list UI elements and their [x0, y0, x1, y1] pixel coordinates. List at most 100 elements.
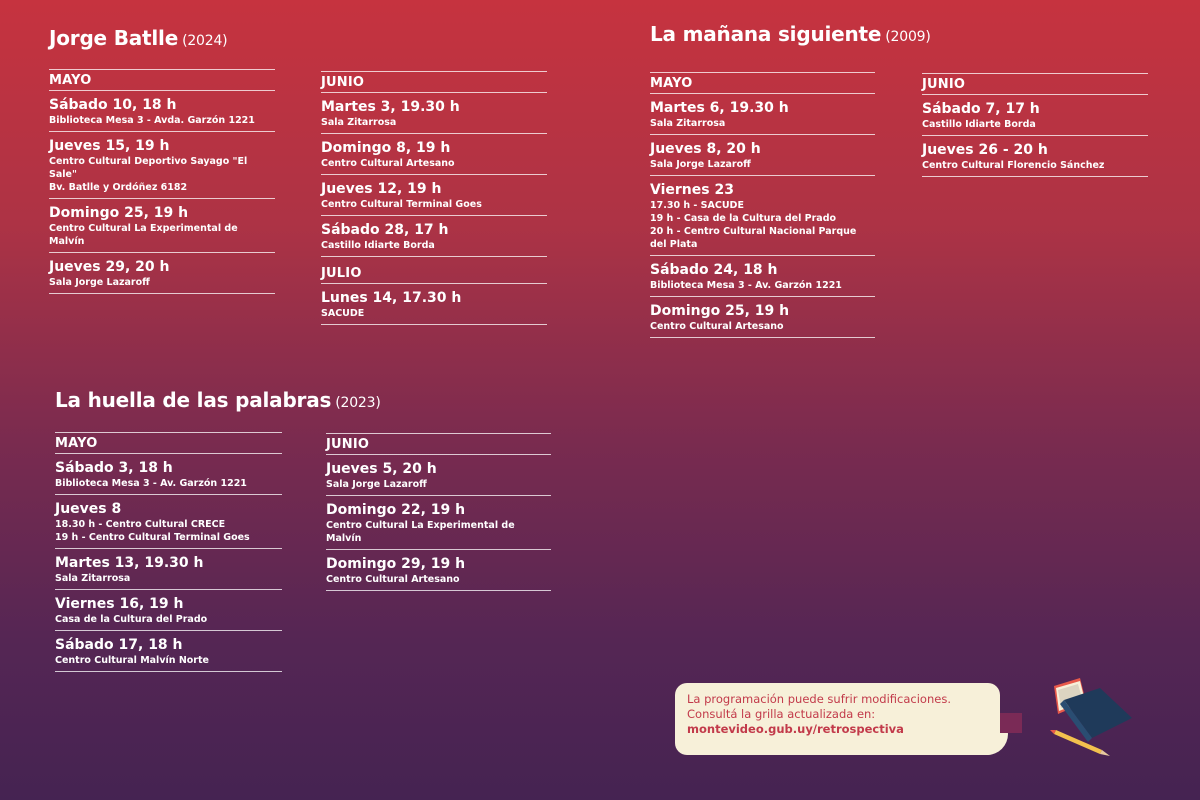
schedule-notice: La programación puede sufrir modificacio… — [675, 683, 1000, 755]
retrospectiva-link[interactable]: montevideo.gub.uy/retrospectiva — [687, 722, 904, 736]
book-illustration — [1050, 678, 1132, 756]
screening-date: Viernes 16, 19 h — [55, 596, 184, 612]
screening-entry: Jueves 8 18.30 h - Centro Cultural CRECE 1… — [55, 495, 282, 549]
open-book-icon — [1054, 678, 1132, 742]
screening-venue: Biblioteca Mesa 3 - Avda. Garzón 1221 — [49, 115, 255, 126]
screening-entry: Lunes 14, 17.30 h SACUDE — [321, 284, 547, 325]
screening-date: Jueves 12, 19 h — [321, 181, 442, 197]
film-title-jorge-batlle: Jorge Batlle (2024) — [49, 26, 228, 50]
film-title-text: La mañana siguiente — [650, 22, 882, 46]
film-title-la-huella-de-las-palabras: La huella de las palabras (2023) — [55, 388, 381, 412]
screening-date: Martes 13, 19.30 h — [55, 555, 204, 571]
screening-date: Jueves 8, 20 h — [650, 141, 761, 157]
schedule-column: MAYO Martes 6, 19.30 h Sala Zitarrosa Jueve… — [650, 72, 875, 338]
screening-date: Sábado 24, 18 h — [650, 262, 778, 278]
screening-entry: Jueves 12, 19 h Centro Cultural Terminal … — [321, 175, 547, 216]
month-header: JUNIO — [922, 73, 1148, 95]
screening-venue: Castillo Idiarte Borda — [321, 240, 435, 251]
screening-entry: Martes 13, 19.30 h Sala Zitarrosa — [55, 549, 282, 590]
schedule-column: JUNIO Martes 3, 19.30 h Sala Zitarrosa Domi… — [321, 71, 547, 325]
screening-entry: Sábado 7, 17 h Castillo Idiarte Borda — [922, 95, 1148, 136]
screening-date: Sábado 10, 18 h — [49, 97, 177, 113]
screening-date: Domingo 25, 19 h — [650, 303, 790, 319]
screening-date: Domingo 25, 19 h — [49, 205, 189, 221]
film-year: (2023) — [335, 395, 381, 411]
screening-entry: Domingo 8, 19 h Centro Cultural Artesano — [321, 134, 547, 175]
screening-venue: Biblioteca Mesa 3 - Av. Garzón 1221 — [650, 280, 842, 291]
screening-entry: Sábado 3, 18 h Biblioteca Mesa 3 - Av. Ga… — [55, 454, 282, 495]
screening-venue: Sala Zitarrosa — [321, 117, 397, 128]
screening-date: Jueves 8 — [55, 501, 122, 517]
month-header: MAYO — [49, 69, 275, 91]
screening-date: Jueves 26 - 20 h — [922, 142, 1048, 158]
notice-line-1: La programación puede sufrir modificacio… — [687, 692, 951, 706]
screening-entry: Domingo 29, 19 h Centro Cultural Artesano — [326, 550, 551, 591]
screening-venue: 19 h - Casa de la Cultura del Prado — [650, 213, 837, 224]
screening-venue: Castillo Idiarte Borda — [922, 119, 1036, 130]
screening-venue: 17.30 h - SACUDE — [650, 200, 744, 211]
screening-entry: Viernes 16, 19 h Casa de la Cultura del P… — [55, 590, 282, 631]
screening-venue: SACUDE — [321, 308, 365, 319]
screening-entry: Jueves 29, 20 h Sala Jorge Lazaroff — [49, 253, 275, 294]
film-year: (2009) — [885, 29, 931, 45]
notice-line-2: Consultá la grilla actualizada en: — [687, 707, 876, 721]
screening-entry: Sábado 28, 17 h Castillo Idiarte Borda — [321, 216, 547, 257]
screening-venue: Centro Cultural La Experimental de Malví… — [326, 520, 515, 544]
screening-date: Sábado 3, 18 h — [55, 460, 173, 476]
screening-venue: Centro Cultural Deportivo Sayago "El Sal… — [49, 156, 248, 180]
screening-entry: Domingo 22, 19 h Centro Cultural La Exper… — [326, 496, 551, 550]
schedule-column: MAYO Sábado 3, 18 h Biblioteca Mesa 3 - Av… — [55, 432, 282, 672]
screening-entry: Jueves 26 - 20 h Centro Cultural Florenci… — [922, 136, 1148, 177]
screening-venue: 19 h - Centro Cultural Terminal Goes — [55, 532, 250, 543]
schedule-column: MAYO Sábado 10, 18 h Biblioteca Mesa 3 - A… — [49, 69, 275, 294]
screening-entry: Jueves 5, 20 h Sala Jorge Lazaroff — [326, 455, 551, 496]
screening-venue: Sala Jorge Lazaroff — [326, 479, 427, 490]
screening-date: Martes 6, 19.30 h — [650, 100, 789, 116]
film-title-la-manana-siguiente: La mañana siguiente (2009) — [650, 22, 931, 46]
screening-date: Jueves 5, 20 h — [326, 461, 437, 477]
film-title-text: La huella de las palabras — [55, 388, 332, 412]
month-header: MAYO — [55, 432, 282, 454]
screening-entry: Domingo 25, 19 h Centro Cultural La Exper… — [49, 199, 275, 253]
screening-venue: Centro Cultural Florencio Sánchez — [922, 160, 1105, 171]
screening-venue: Centro Cultural Terminal Goes — [321, 199, 482, 210]
screening-date: Domingo 22, 19 h — [326, 502, 466, 518]
screening-date: Sábado 17, 18 h — [55, 637, 183, 653]
screening-venue: Sala Jorge Lazaroff — [49, 277, 150, 288]
schedule-column: JUNIO Jueves 5, 20 h Sala Jorge Lazaroff Do… — [326, 433, 551, 591]
month-header: JULIO — [321, 263, 547, 284]
screening-entry: Jueves 8, 20 h Sala Jorge Lazaroff — [650, 135, 875, 176]
screening-venue: Sala Jorge Lazaroff — [650, 159, 751, 170]
film-year: (2024) — [182, 33, 228, 49]
screening-entry: Domingo 25, 19 h Centro Cultural Artesano — [650, 297, 875, 338]
screening-venue: 20 h - Centro Cultural Nacional Parque d… — [650, 226, 857, 250]
screening-venue: Sala Zitarrosa — [55, 573, 131, 584]
screening-entry: Viernes 23 17.30 h - SACUDE 19 h - Casa de… — [650, 176, 875, 256]
screening-date: Viernes 23 — [650, 182, 734, 198]
month-header: JUNIO — [326, 433, 551, 455]
screening-venue: Centro Cultural La Experimental de Malví… — [49, 223, 238, 247]
month-header: JUNIO — [321, 71, 547, 93]
screening-entry: Sábado 10, 18 h Biblioteca Mesa 3 - Avda.… — [49, 91, 275, 132]
screening-date: Sábado 7, 17 h — [922, 101, 1040, 117]
screening-venue: Bv. Batlle y Ordóñez 6182 — [49, 182, 188, 193]
screening-venue: Centro Cultural Artesano — [321, 158, 455, 169]
screening-entry: Sábado 17, 18 h Centro Cultural Malvín No… — [55, 631, 282, 672]
screening-date: Domingo 8, 19 h — [321, 140, 451, 156]
screening-date: Sábado 28, 17 h — [321, 222, 449, 238]
screening-venue: Centro Cultural Artesano — [650, 321, 784, 332]
screening-venue: Centro Cultural Artesano — [326, 574, 460, 585]
screening-entry: Martes 6, 19.30 h Sala Zitarrosa — [650, 94, 875, 135]
pencil-icon — [1050, 730, 1110, 756]
schedule-column: JUNIO Sábado 7, 17 h Castillo Idiarte Bord… — [922, 73, 1148, 177]
screening-date: Jueves 15, 19 h — [49, 138, 170, 154]
screening-date: Domingo 29, 19 h — [326, 556, 466, 572]
screening-venue: Casa de la Cultura del Prado — [55, 614, 208, 625]
month-header: MAYO — [650, 72, 875, 94]
screening-entry: Sábado 24, 18 h Biblioteca Mesa 3 - Av. G… — [650, 256, 875, 297]
screening-date: Lunes 14, 17.30 h — [321, 290, 462, 306]
screening-venue: Sala Zitarrosa — [650, 118, 726, 129]
screening-venue: Biblioteca Mesa 3 - Av. Garzón 1221 — [55, 478, 247, 489]
screening-date: Jueves 29, 20 h — [49, 259, 170, 275]
film-title-text: Jorge Batlle — [49, 26, 179, 50]
